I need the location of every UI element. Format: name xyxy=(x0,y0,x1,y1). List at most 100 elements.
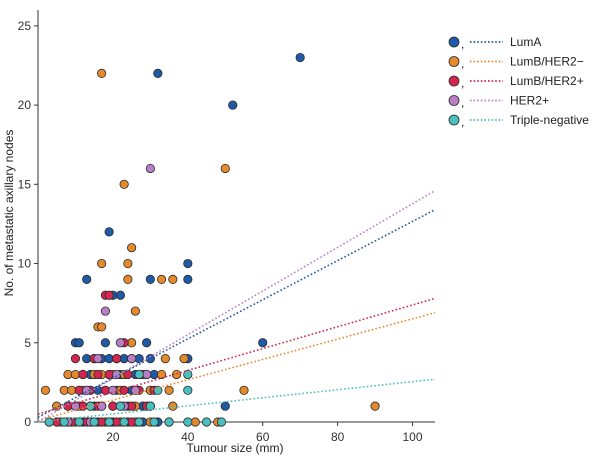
data-point xyxy=(44,417,54,427)
data-point xyxy=(145,274,155,284)
data-point xyxy=(115,338,125,348)
data-point xyxy=(145,401,155,411)
legend-label: LumA xyxy=(510,35,541,49)
data-point xyxy=(179,354,189,364)
data-point xyxy=(183,417,193,427)
data-point xyxy=(153,68,163,78)
data-point xyxy=(130,385,140,395)
data-point xyxy=(134,369,144,380)
data-point xyxy=(164,417,174,427)
x-axis-title: Tumour size (mm) xyxy=(187,441,284,455)
data-point xyxy=(104,417,114,427)
data-point xyxy=(160,354,170,364)
data-point xyxy=(220,401,230,411)
data-point xyxy=(119,417,129,427)
data-point xyxy=(156,274,167,284)
data-point xyxy=(149,417,159,427)
data-point xyxy=(220,163,230,174)
series-points-1 xyxy=(40,68,380,427)
trend-line-0 xyxy=(37,208,436,418)
data-point xyxy=(130,306,140,316)
data-point xyxy=(156,369,167,380)
data-point xyxy=(70,354,81,364)
data-point xyxy=(164,385,174,395)
data-point xyxy=(201,417,212,427)
y-tick-label: 0 xyxy=(24,415,31,429)
y-axis-title: No. of metastatic axillary nodes xyxy=(2,130,16,297)
y-tick-label: 20 xyxy=(18,98,32,112)
x-tick-label: 100 xyxy=(403,430,423,444)
data-point xyxy=(74,338,84,348)
trend-line-1 xyxy=(37,311,436,422)
data-point xyxy=(153,385,163,395)
data-point xyxy=(183,385,193,395)
legend-comma: , xyxy=(461,76,464,90)
trend-line-3 xyxy=(37,189,436,423)
trend-line-2 xyxy=(37,297,436,415)
y-tick-label: 10 xyxy=(18,257,32,271)
data-point xyxy=(97,401,107,411)
x-tick-label: 60 xyxy=(256,430,270,444)
data-point xyxy=(112,354,122,364)
data-point xyxy=(89,417,99,427)
data-point xyxy=(74,417,84,427)
data-point xyxy=(145,163,155,174)
y-tick-label: 25 xyxy=(18,19,32,33)
data-point xyxy=(123,369,133,380)
data-point xyxy=(93,369,103,380)
data-point xyxy=(115,290,125,300)
legend-marker xyxy=(448,56,460,67)
data-point xyxy=(370,401,380,411)
data-point xyxy=(82,274,92,284)
legend: , LumA, LumB/HER2−, LumB/HER2+, HER2+, Triple… xyxy=(448,35,589,129)
legend-comma: , xyxy=(461,37,464,51)
data-point xyxy=(108,385,118,395)
legend-marker xyxy=(448,75,460,87)
data-point xyxy=(183,258,193,269)
data-point xyxy=(93,354,103,364)
y-tick-label: 15 xyxy=(18,177,32,191)
data-point xyxy=(171,369,182,380)
data-point xyxy=(127,354,137,364)
legend-comma: , xyxy=(461,57,464,71)
data-point xyxy=(295,52,305,63)
data-point xyxy=(104,290,114,300)
data-point xyxy=(104,227,114,237)
data-point xyxy=(142,338,152,348)
data-point xyxy=(168,401,178,411)
data-point xyxy=(97,322,107,332)
legend-marker xyxy=(448,36,460,48)
data-point xyxy=(239,385,249,395)
x-tick-label: 20 xyxy=(106,430,120,444)
legend-marker xyxy=(448,114,460,126)
legend-comma: , xyxy=(461,96,464,110)
legend-marker xyxy=(448,95,460,106)
data-point xyxy=(52,401,62,411)
data-point xyxy=(228,100,238,110)
data-point xyxy=(119,385,129,395)
legend-label: HER2+ xyxy=(510,94,549,108)
data-point xyxy=(97,68,107,78)
data-point xyxy=(115,401,125,411)
data-point xyxy=(134,417,144,427)
trend-line-4 xyxy=(37,378,436,423)
data-point xyxy=(183,274,193,284)
plot-area: 0 5 10 15 20 25 20 40 60 80 100 xyxy=(18,10,436,444)
data-point xyxy=(123,258,133,269)
data-point xyxy=(119,179,129,189)
data-point xyxy=(100,338,111,348)
data-point xyxy=(216,417,227,427)
legend-comma: , xyxy=(461,115,464,129)
data-point xyxy=(97,258,107,269)
data-point xyxy=(40,385,51,395)
legend-label: LumB/HER2+ xyxy=(510,74,584,88)
data-point xyxy=(100,306,111,316)
x-tick-label: 80 xyxy=(331,430,345,444)
data-point xyxy=(123,274,133,284)
data-point xyxy=(258,338,268,348)
x-tick-label: 40 xyxy=(181,430,195,444)
legend-label: Triple-negative xyxy=(510,113,589,127)
data-point xyxy=(127,243,137,253)
data-point xyxy=(78,369,88,380)
